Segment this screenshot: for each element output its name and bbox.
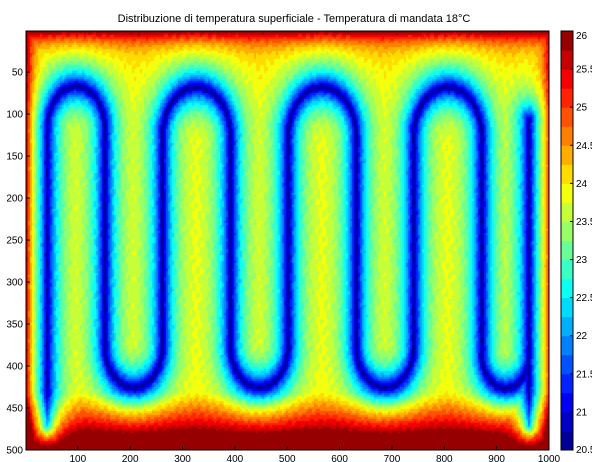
colorbar-band: [561, 354, 573, 375]
x-tick-label: 100: [69, 454, 86, 462]
colorbar-band: [561, 50, 573, 70]
colorbar-band: [561, 392, 573, 413]
colorbar-tick-label: 21.5: [576, 369, 592, 380]
colorbar-tick-label: 22: [576, 331, 588, 342]
colorbar-band: [561, 335, 573, 356]
colorbar-band: [561, 145, 573, 165]
colorbar-tick-label: 24: [576, 179, 588, 190]
colorbar-tick-label: 21: [576, 407, 588, 418]
colorbar-tick-label: 25.5: [576, 65, 592, 76]
colorbar-band: [561, 278, 573, 299]
heatmap-plot: [25, 30, 550, 451]
colorbar-band: [561, 316, 573, 337]
colorbar-band: [561, 297, 573, 318]
y-tick-label: 100: [6, 110, 23, 121]
colorbar-tick-label: 26: [576, 31, 588, 42]
x-tick-label: 300: [174, 454, 191, 462]
heatmap-raster-container: [26, 31, 549, 450]
heatmap-raster: [26, 31, 549, 450]
colorbar-band: [561, 202, 573, 222]
colorbar-tick-label: 20.5: [576, 445, 592, 456]
colorbar-tick-label: 24.5: [576, 141, 592, 152]
colorbar-band: [561, 259, 573, 280]
colorbar-band: [561, 126, 573, 146]
x-tick-label: 800: [436, 454, 453, 462]
colorbar-band: [561, 373, 573, 394]
y-tick-label: 150: [6, 152, 23, 163]
y-tick-label: 250: [6, 236, 23, 247]
colorbar-tick-label: 23: [576, 255, 588, 266]
y-tick-label: 500: [6, 446, 23, 457]
colorbar-band: [561, 221, 573, 241]
colorbar: 20.5 21 21.5 22 22.5 23 23.5 24 24.5 25 25.5 26: [560, 30, 592, 456]
y-tick-label: 400: [6, 362, 23, 373]
colorbar-frame: [560, 30, 574, 451]
y-tick-label: 450: [6, 404, 23, 415]
x-tick-label: 1000: [538, 454, 561, 462]
colorbar-band: [561, 88, 573, 108]
x-tick-label: 400: [227, 454, 244, 462]
colorbar-band: [561, 430, 573, 451]
colorbar-band: [561, 183, 573, 203]
y-axis: 50 100 150 200 250 300 350 400 450 500: [6, 68, 30, 457]
colorbar-band: [561, 69, 573, 89]
colorbar-band: [561, 411, 573, 432]
y-tick-label: 350: [6, 320, 23, 331]
x-axis: 100 200 300 400 500 600 700 800 900 1000: [69, 446, 561, 462]
chart-title: Distribuzione di temperatura superficial…: [118, 13, 471, 25]
y-tick-label: 300: [6, 278, 23, 289]
y-tick-label: 50: [12, 68, 24, 79]
colorbar-band: [561, 164, 573, 184]
y-tick-label: 200: [6, 194, 23, 205]
colorbar-tick-label: 22.5: [576, 293, 592, 304]
colorbar-band: [561, 240, 573, 261]
colorbar-tick-label: 23.5: [576, 217, 592, 228]
colorbar-band: [561, 107, 573, 127]
x-tick-label: 900: [488, 454, 505, 462]
x-tick-label: 200: [122, 454, 139, 462]
x-tick-label: 500: [279, 454, 296, 462]
x-tick-label: 700: [384, 454, 401, 462]
colorbar-ticks: 20.5 21 21.5 22 22.5 23 23.5 24 24.5 25 25.5 26: [570, 30, 592, 456]
colorbar-tick-label: 25: [576, 103, 588, 114]
colorbar-bands: [561, 31, 573, 451]
colorbar-band: [561, 31, 573, 51]
x-tick-label: 600: [331, 454, 348, 462]
